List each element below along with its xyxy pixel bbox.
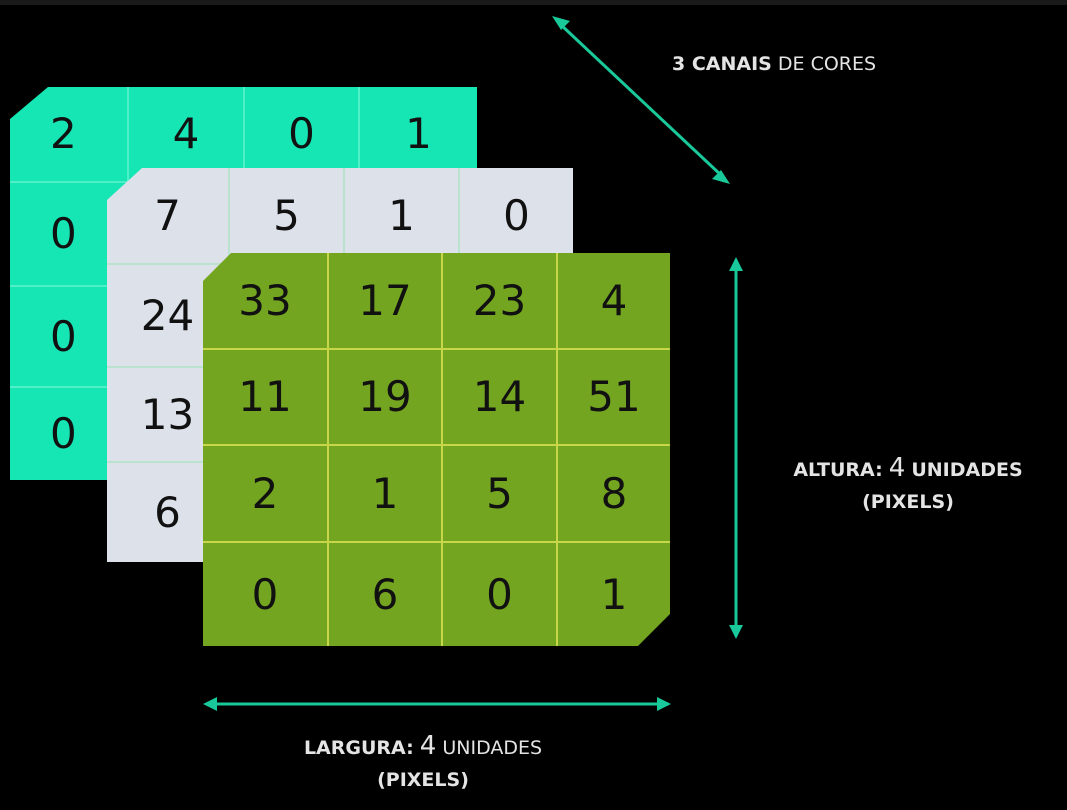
- width-label-number: 4: [419, 731, 437, 761]
- blue-cell: 51: [558, 350, 670, 446]
- channels-label-bold: 3 CANAIS: [672, 53, 772, 75]
- blue-cell: 0: [203, 543, 329, 646]
- blue-cell: 2: [203, 446, 329, 543]
- height-label-pixels: (PIXELS): [862, 491, 954, 513]
- depth-arrow: [552, 16, 730, 184]
- top-border: [0, 0, 1067, 5]
- blue-cell: 5: [443, 446, 558, 543]
- width-label-bold: LARGURA:: [303, 737, 414, 759]
- blue-cell: 17: [329, 253, 443, 350]
- blue-cell: 1: [600, 569, 628, 619]
- blue-cell: 23: [443, 253, 558, 350]
- blue-cell: 6: [329, 543, 443, 646]
- width-label: LARGURA: 4 UNIDADES (PIXELS): [268, 730, 578, 796]
- green-cell: 24: [107, 265, 230, 368]
- width-label-pixels: (PIXELS): [377, 769, 469, 791]
- blue-cell: 4: [558, 253, 670, 350]
- red-cell: 2: [10, 87, 129, 183]
- blue-cell: 19: [329, 350, 443, 446]
- height-label-unit: UNIDADES: [911, 459, 1023, 481]
- channels-label-light: DE CORES: [777, 53, 877, 75]
- blue-cell: 8: [558, 446, 670, 543]
- channels-label: 3 CANAIS DE CORES: [672, 48, 876, 80]
- green-cell: 7: [107, 168, 230, 265]
- width-arrow: [203, 697, 671, 711]
- green-cell: 13: [107, 368, 230, 463]
- height-label-bold: ALTURA:: [793, 459, 883, 481]
- blue-cell: 11: [203, 350, 329, 446]
- blue-cell: 33: [203, 253, 329, 350]
- width-label-unit: UNIDADES: [442, 737, 543, 759]
- blue-cell: 1: [329, 446, 443, 543]
- height-label: ALTURA: 4 UNIDADES (PIXELS): [768, 452, 1048, 518]
- blue-channel-matrix: 33 17 23 4 11 19 14 51 2 1 5 8 0 6 0 1: [203, 253, 670, 646]
- blue-cell: 14: [443, 350, 558, 446]
- height-arrow: [729, 257, 743, 639]
- blue-cell: 0: [443, 543, 558, 646]
- height-label-number: 4: [888, 453, 906, 483]
